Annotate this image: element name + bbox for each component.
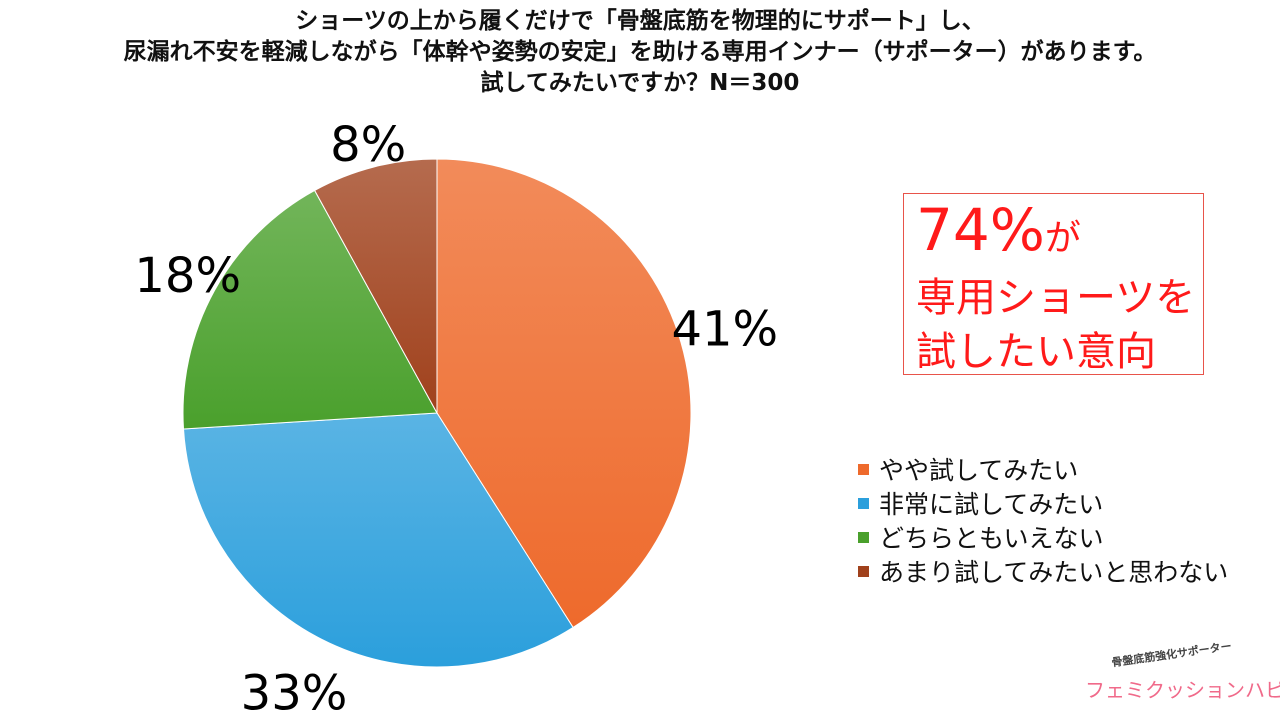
chart-title: ショーツの上から履くだけで「骨盤底筋を物理的にサポート」し、 尿漏れ不安を軽減し…	[40, 6, 1240, 99]
legend-swatch	[858, 565, 869, 577]
slice-neutral	[182, 189, 438, 430]
legend-not-really-want: あまり試してみたいと思わない	[858, 554, 1268, 588]
label-not-really-want: 8%	[330, 117, 406, 173]
legend-swatch	[858, 531, 869, 543]
pie-labels: 41% 33% 18% 8%	[134, 117, 778, 720]
logo-subtitle: 骨盤底筋強化サポーター	[1110, 639, 1233, 670]
title-line-2: 尿漏れ不安を軽減しながら「体幹や姿勢の安定」を助ける専用インナー（サポーター）が…	[123, 39, 1157, 65]
callout-line-2: 専用ショーツを	[916, 275, 1196, 321]
callout-line-3: 試したい意向	[916, 329, 1156, 375]
callout-percentage: 74%	[916, 196, 1045, 264]
legend-label: どちらともいえない	[879, 524, 1104, 553]
callout-headline: 74%が	[916, 198, 1203, 271]
pie-slices	[182, 158, 692, 668]
title-line-3: 試してみたいですか？N＝300	[480, 70, 800, 96]
legend-very-want: 非常に試してみたい	[858, 486, 1268, 520]
label-somewhat-want: 41%	[671, 301, 778, 357]
legend-label: 非常に試してみたい	[879, 490, 1104, 519]
logo-name: フェミクッションハピネス	[1085, 678, 1280, 702]
legend-neutral: どちらともいえない	[858, 520, 1268, 554]
slice-not-really-want	[313, 158, 438, 414]
label-very-want: 33%	[241, 666, 348, 720]
slice-somewhat-want	[436, 158, 692, 629]
brand-logo: 骨盤底筋強化サポーター フェミクッションハピネス	[1085, 639, 1280, 710]
legend-swatch	[858, 463, 869, 475]
label-neutral: 18%	[134, 248, 241, 304]
summary-callout: 74%が 専用ショーツを 試したい意向	[903, 193, 1204, 375]
legend-swatch	[858, 497, 869, 509]
legend-label: あまり試してみたいと思わない	[879, 558, 1229, 587]
callout-suffix: が	[1044, 218, 1081, 259]
legend-somewhat-want: やや試してみたい	[858, 452, 1268, 486]
legend-label: やや試してみたい	[879, 456, 1079, 485]
slice-very-want	[182, 412, 574, 668]
title-line-1: ショーツの上から履くだけで「骨盤底筋を物理的にサポート」し、	[295, 8, 985, 34]
chart-legend: やや試してみたい 非常に試してみたい どちらともいえないあまり試してみたいと思わない	[858, 452, 1268, 588]
